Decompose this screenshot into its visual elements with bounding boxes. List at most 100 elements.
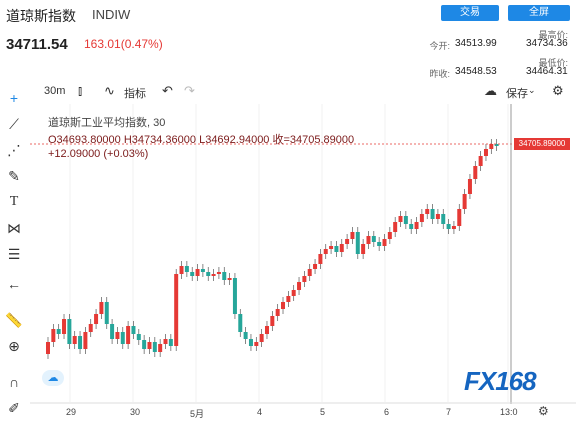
last-price: 34711.54	[6, 36, 68, 53]
chart-settings-icon[interactable]: ⚙	[538, 404, 549, 418]
cloud-icon[interactable]: ☁	[484, 83, 497, 98]
candle-body	[259, 334, 264, 342]
candle-body	[211, 274, 216, 276]
candle-body	[195, 269, 200, 276]
candle-body	[232, 278, 237, 314]
save-button[interactable]: 保存	[506, 88, 528, 100]
back-arrow-icon[interactable]: ←	[7, 276, 21, 292]
candles	[46, 139, 499, 359]
candle-body	[190, 272, 195, 276]
candle-body	[104, 302, 109, 324]
legend-change: +12.09000 (+0.03%)	[48, 148, 149, 160]
x-tick: 5月	[190, 409, 205, 419]
candle-body	[334, 246, 339, 252]
candle-body	[281, 302, 286, 309]
lock-draw-icon[interactable]: ✐	[8, 400, 20, 416]
candle-body	[350, 232, 355, 239]
high-value: 34734.36	[526, 38, 568, 49]
candle-body	[152, 342, 157, 352]
candle-body	[270, 316, 275, 326]
candle-body	[489, 144, 494, 149]
candle-body	[56, 329, 61, 334]
candle-body	[88, 324, 93, 332]
candle-body	[318, 254, 323, 264]
price-chart[interactable]	[30, 104, 576, 424]
high-label: 最高价:	[538, 30, 568, 40]
trend-line-icon[interactable]: ⟋	[9, 116, 19, 132]
brush-icon[interactable]: ✎	[8, 168, 20, 184]
candle-body	[120, 332, 125, 344]
fullscreen-button[interactable]: 全屏	[508, 5, 570, 21]
candle-body	[430, 209, 435, 219]
candle-body	[136, 334, 141, 340]
candle-body	[377, 242, 382, 246]
candle-body	[286, 296, 291, 302]
low-value: 34464.31	[526, 66, 568, 77]
candle-body	[158, 344, 163, 352]
undo-icon[interactable]: ↶	[162, 83, 173, 98]
candle-body	[126, 326, 131, 344]
prev-close-value: 34548.53	[455, 66, 497, 77]
candle-body	[67, 319, 72, 344]
x-tick: 5	[320, 407, 326, 417]
candle-body	[339, 244, 344, 252]
pattern-icon[interactable]: ⋈	[7, 220, 21, 236]
candle-body	[329, 246, 334, 249]
indicators-button[interactable]: 指标	[124, 88, 146, 100]
candle-body	[345, 239, 350, 244]
candle-body	[72, 336, 77, 344]
candle-body	[206, 272, 211, 276]
magnet-icon[interactable]: ∩	[8, 374, 20, 390]
candle-body	[483, 149, 488, 156]
candle-body	[313, 264, 318, 269]
candle-body	[441, 214, 446, 224]
candle-body	[478, 156, 483, 166]
candle-body	[398, 216, 403, 222]
candle-body	[371, 236, 376, 242]
candle-type-icon[interactable]: ⫾	[78, 83, 83, 98]
cloud-badge-icon[interactable]: ☁	[42, 370, 64, 386]
candle-body	[403, 216, 408, 224]
text-icon[interactable]: T	[9, 194, 19, 209]
trade-button[interactable]: 交易	[441, 5, 499, 21]
candle-body	[46, 342, 50, 354]
candle-body	[83, 332, 88, 349]
redo-icon[interactable]: ↷	[184, 83, 195, 98]
candle-body	[361, 244, 366, 254]
chart-grid	[69, 104, 509, 402]
candle-body	[254, 342, 259, 346]
candle-body	[216, 272, 221, 274]
settings-icon[interactable]: ⚙	[552, 83, 564, 98]
candle-body	[435, 214, 440, 219]
candle-body	[387, 232, 392, 239]
x-tick: 4	[257, 407, 263, 417]
candle-body	[147, 342, 152, 349]
candle-body	[425, 209, 430, 214]
indicator-icon[interactable]: ∿	[104, 83, 115, 98]
chevron-down-icon[interactable]: ⌄	[528, 85, 536, 95]
candle-body	[184, 266, 189, 272]
candle-body	[393, 222, 398, 232]
parallel-channel-icon[interactable]: ⋰	[7, 142, 21, 158]
fx168-logo: FX168	[464, 366, 537, 396]
open-label: 今开:	[429, 41, 450, 51]
fib-icon[interactable]: ☰	[7, 246, 21, 262]
x-tick: 6	[384, 407, 390, 417]
candle-body	[451, 226, 456, 229]
prev-close-label: 昨收:	[429, 69, 450, 79]
interval-selector[interactable]: 30m	[44, 85, 66, 97]
candle-body	[446, 224, 451, 229]
zoom-in-icon[interactable]: ⊕	[8, 338, 20, 354]
candle-body	[115, 332, 120, 339]
candle-body	[414, 222, 419, 229]
crosshair-icon[interactable]: +	[9, 90, 19, 106]
ruler-icon[interactable]: 📏	[5, 312, 23, 328]
candle-body	[494, 144, 499, 146]
instrument-title: 道琼斯指数	[6, 8, 76, 24]
open-value: 34513.99	[455, 38, 497, 49]
candle-body	[248, 339, 253, 346]
drawing-toolbar: + ⟋ ⋰ ✎ T ⋈ ☰ ← 📏 ⊕ ∩ ✐	[0, 82, 30, 424]
candle-body	[462, 194, 467, 209]
candle-body	[366, 236, 371, 244]
candle-body	[94, 314, 99, 324]
